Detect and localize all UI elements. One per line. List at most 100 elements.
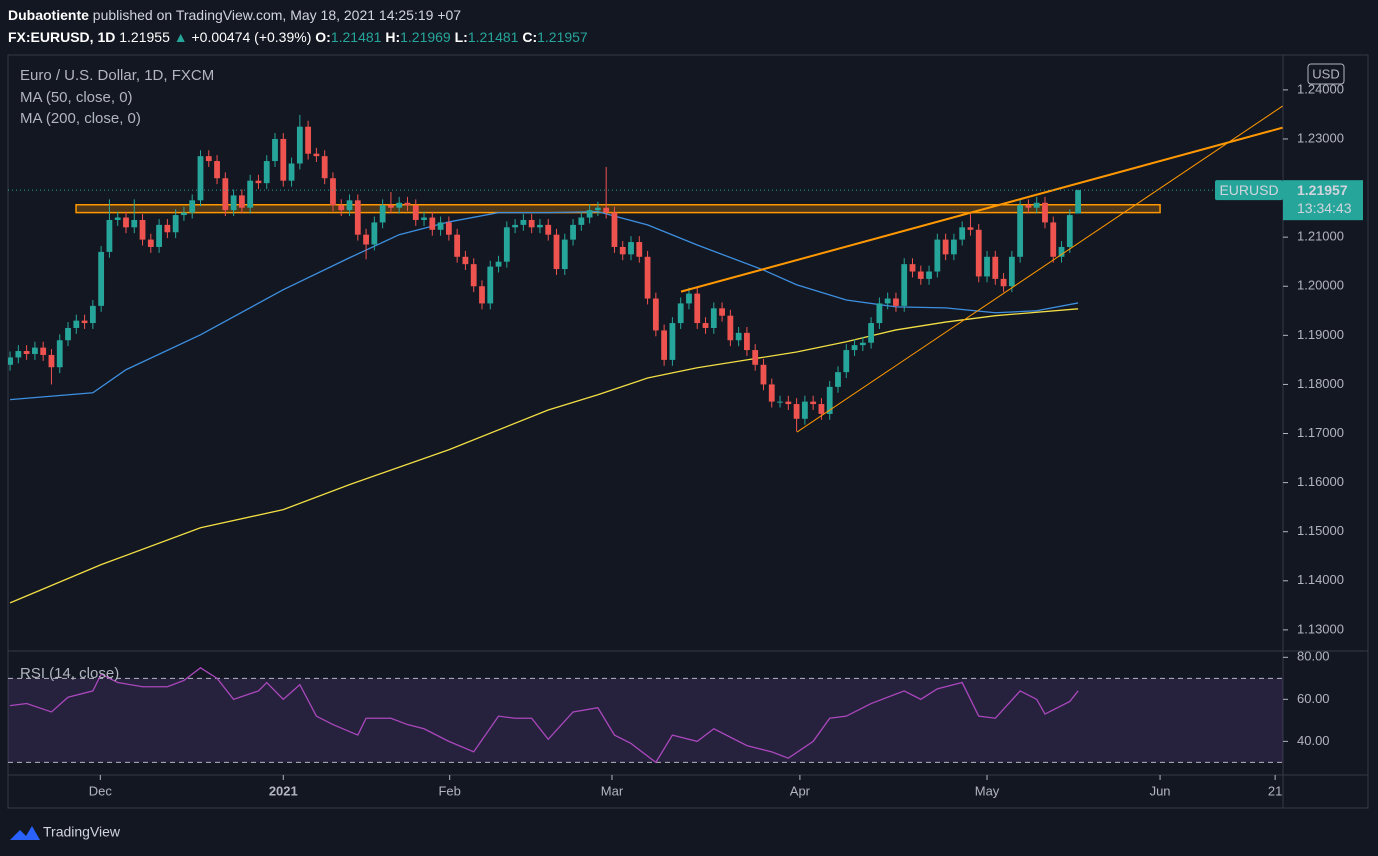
candle-body: [205, 156, 212, 162]
candle-body: [586, 210, 593, 218]
brand-name: TradingView: [43, 824, 121, 840]
candle-body: [1066, 215, 1073, 247]
candle-body: [421, 217, 427, 220]
candle-body: [247, 180, 254, 208]
legend-entry: MA (200, close, 0): [20, 110, 141, 127]
x-tick-label: May: [975, 783, 1000, 798]
header-line: Dubaotiente published on TradingView.com…: [8, 7, 461, 23]
candle-body: [967, 227, 974, 230]
y-tick-label: 40.00: [1297, 733, 1330, 748]
candle-body: [1033, 202, 1040, 208]
symbol: FX:EURUSD, 1D: [8, 29, 115, 45]
candle-body: [1058, 246, 1065, 257]
candle-body: [114, 217, 121, 220]
y-tick-label: 1.19000: [1297, 327, 1344, 342]
candle-body: [404, 202, 411, 206]
candle-body: [470, 264, 477, 287]
candle-body: [429, 217, 436, 230]
candle-body: [917, 271, 924, 279]
candle-body: [48, 354, 55, 368]
candle-body: [371, 222, 378, 245]
x-tick-label: Feb: [438, 783, 460, 798]
candle-body: [545, 224, 552, 235]
candle-body: [65, 327, 71, 341]
candle-body: [1000, 278, 1007, 287]
candle-body: [280, 138, 287, 181]
candle-body: [123, 217, 129, 228]
unit: USD: [1312, 66, 1339, 81]
y-tick-label: 1.21000: [1297, 229, 1344, 244]
x-tick-label: 2021: [269, 783, 298, 798]
candle-body: [503, 227, 510, 262]
candle-body: [843, 350, 850, 373]
candle-body: [677, 303, 684, 324]
candle-body: [628, 242, 634, 255]
candle-body: [139, 219, 146, 240]
candle-body: [744, 332, 750, 351]
candle-body: [412, 205, 419, 220]
candle-body: [313, 153, 320, 157]
candle-body: [594, 207, 601, 211]
rsi-line: [9, 667, 1079, 764]
zone: [75, 204, 1161, 214]
arrow: ▲: [174, 29, 188, 45]
candle-body: [578, 217, 585, 225]
candle-body: [495, 261, 502, 267]
candle-body: [1075, 190, 1081, 214]
candle-body: [1050, 222, 1057, 257]
candle-body: [727, 315, 734, 341]
candle-body: [528, 219, 535, 228]
unit-box: [1307, 63, 1345, 85]
y-tick-label: 1.20000: [1297, 278, 1344, 293]
rsi-pane: [8, 667, 1283, 764]
candle-body: [8, 357, 13, 365]
candle-body: [396, 202, 403, 208]
y-tick-label: 80.00: [1297, 649, 1330, 664]
candle-body: [686, 293, 692, 304]
candle-body: [785, 401, 792, 405]
candle-body: [934, 239, 941, 272]
candle-body: [876, 303, 883, 324]
candle-body: [636, 242, 643, 257]
candle-body: [214, 161, 220, 179]
candle-body: [479, 286, 485, 304]
price-tag: [1283, 180, 1363, 221]
candle-body: [851, 345, 858, 351]
candle-body: [992, 256, 999, 279]
candle-body: [1042, 202, 1048, 223]
chart-title: Euro / U.S. Dollar, 1D, FXCM: [20, 67, 214, 84]
candle-body: [32, 347, 38, 354]
candle-body: [984, 256, 990, 277]
rsi-band: [8, 678, 1283, 763]
ma-line: [10, 210, 1079, 401]
candle-body: [909, 264, 916, 272]
candle-body: [222, 178, 229, 211]
h-label: H:: [385, 29, 400, 45]
candle-body: [40, 347, 47, 355]
candle-body: [454, 234, 461, 257]
candle-body: [81, 320, 88, 324]
price-pane: [8, 105, 1283, 604]
candle-body: [553, 234, 560, 270]
candle-body: [106, 219, 113, 252]
change: +0.00474 (+0.39%): [192, 29, 312, 45]
candle-body: [694, 293, 701, 324]
author: Dubaotiente: [8, 7, 89, 23]
candle-body: [752, 350, 759, 365]
candle-body: [710, 308, 717, 328]
candle-body: [561, 239, 568, 270]
candle-body: [619, 246, 626, 255]
candle-body: [56, 340, 63, 368]
candle-body: [512, 224, 518, 228]
candle-body: [131, 219, 138, 228]
candle-body: [735, 332, 742, 341]
candle-body: [73, 320, 80, 328]
candle-body: [1008, 256, 1015, 287]
candle-body: [893, 298, 899, 306]
candle-body: [810, 401, 817, 405]
candle-body: [859, 342, 866, 346]
candle-body: [868, 323, 875, 343]
candle-body: [719, 308, 725, 316]
candle-body: [321, 156, 328, 179]
